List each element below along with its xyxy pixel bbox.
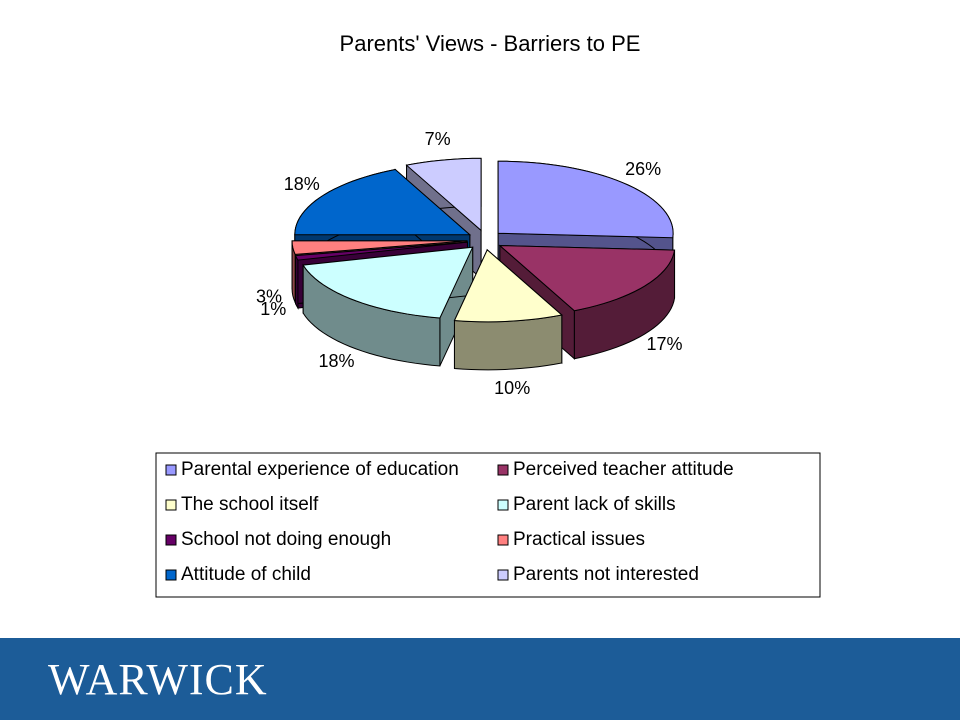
slice-top [405,157,482,232]
legend-label: Parents not interested [513,564,699,585]
slice-top [497,160,674,239]
legend-swatch [165,499,177,511]
data-label: 26% [625,159,661,179]
slice-top [453,249,563,323]
slice-wall [453,314,563,371]
legend-swatch [497,534,509,546]
legend-label: Perceived teacher attitude [513,459,734,480]
legend-swatch [165,534,177,546]
chart-title: Parents' Views - Barriers to PE [340,31,641,56]
legend-label: Practical issues [513,529,645,550]
legend-label: The school itself [181,494,319,515]
slice-wall [295,255,299,310]
data-label: 1% [260,299,286,319]
data-label: 18% [284,174,320,194]
legend-label: Attitude of child [181,564,311,585]
footer-bar [0,638,960,720]
slice-top [294,169,472,236]
pie: 26% 17% 10% 18% 1%3% 18% 7% [256,129,683,398]
legend-swatch [497,499,509,511]
data-label: 17% [646,334,682,354]
legend-label: Parent lack of skills [513,494,676,515]
slice-top [291,240,468,255]
legend-box [155,452,821,598]
legend-label: Parental experience of education [181,459,459,480]
data-label: 3% [256,286,282,306]
legend-label: School not doing enough [181,529,391,550]
slice-top [498,245,676,312]
slice-top [302,246,474,319]
data-label: 18% [318,351,354,371]
slice-top [294,241,468,261]
slice [302,246,474,367]
data-label: 7% [425,129,451,149]
legend-swatch [497,569,509,581]
legend-swatch [165,569,177,581]
data-label: 10% [494,378,530,398]
legend-swatch [497,464,509,476]
slice [453,248,563,371]
legend-swatch [165,464,177,476]
legend: Parental experience of education Perceive… [165,459,734,585]
logo: WARWICK [48,655,268,704]
